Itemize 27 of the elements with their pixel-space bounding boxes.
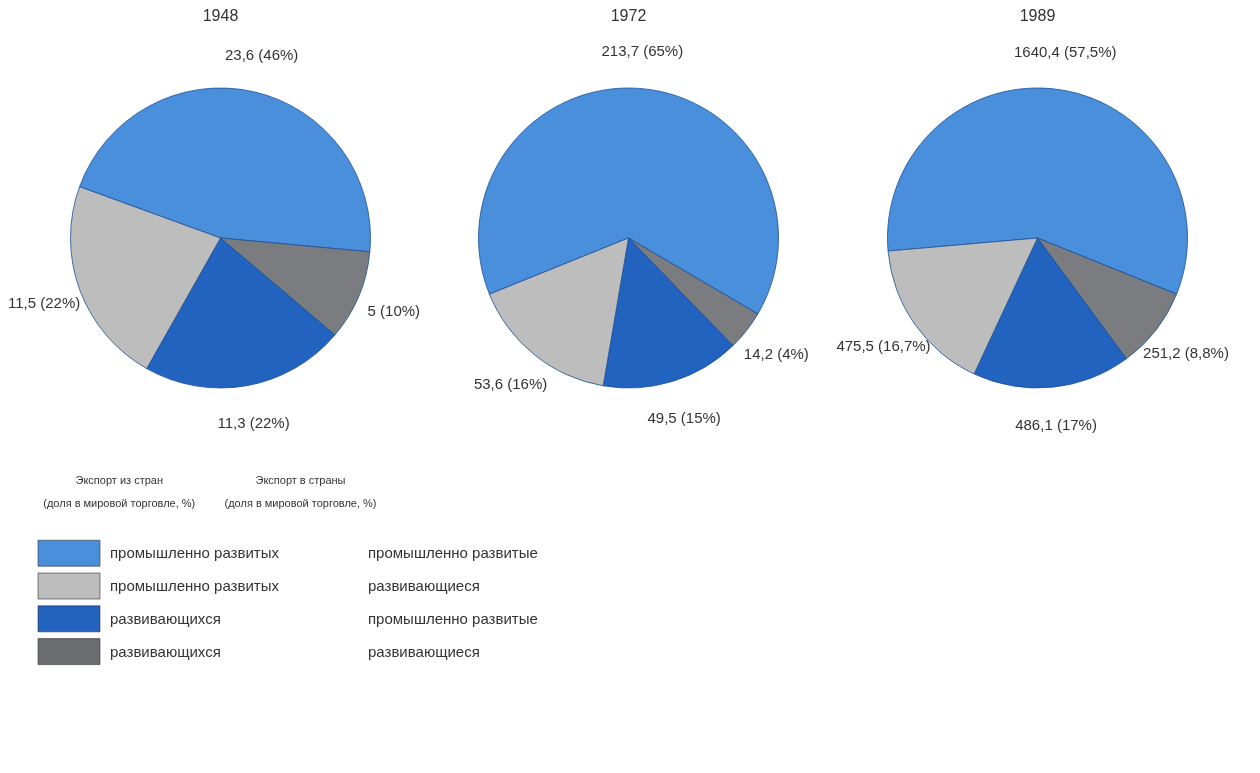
text: (доля в мировой торговле, %) (43, 497, 196, 510)
data-label: 49,5 (15%) (647, 408, 721, 426)
chart-title: 1989 (1019, 7, 1056, 24)
data-label: 5 (10%) (367, 301, 421, 319)
chart-title: 1972 (610, 7, 647, 24)
category-label: развивающиеся (368, 577, 480, 595)
data-label: 11,3 (22%) (217, 414, 290, 432)
data-label: 486,1 (17%) (1015, 416, 1097, 434)
data-label: 14,2 (4%) (743, 345, 809, 363)
category-label: промышленно развитых (110, 577, 280, 595)
category-label: промышленно развитые (368, 544, 538, 562)
category-label: развивающиеся (368, 642, 480, 660)
text: Экспорт из стран (75, 474, 163, 487)
text: (доля в мировой торговле, %) (224, 497, 377, 510)
data-label: 1640,4 (57,5%) (1013, 43, 1117, 61)
chart-title: 1948 (202, 7, 239, 24)
data-label: 11,5 (22%) (8, 294, 81, 312)
text: Экспорт в страны (255, 474, 346, 487)
category-label: промышленно развитые (368, 609, 538, 627)
data-label: 23,6 (46%) (224, 45, 299, 63)
category-label: развивающихся (110, 642, 221, 660)
data-label: 251,2 (8,8%) (1143, 344, 1229, 362)
category-label: промышленно развитых (110, 544, 280, 562)
category-label: развивающихся (110, 609, 221, 627)
data-label: 475,5 (16,7%) (836, 336, 931, 354)
data-label: 53,6 (16%) (473, 375, 548, 393)
data-label: 213,7 (65%) (601, 41, 684, 59)
